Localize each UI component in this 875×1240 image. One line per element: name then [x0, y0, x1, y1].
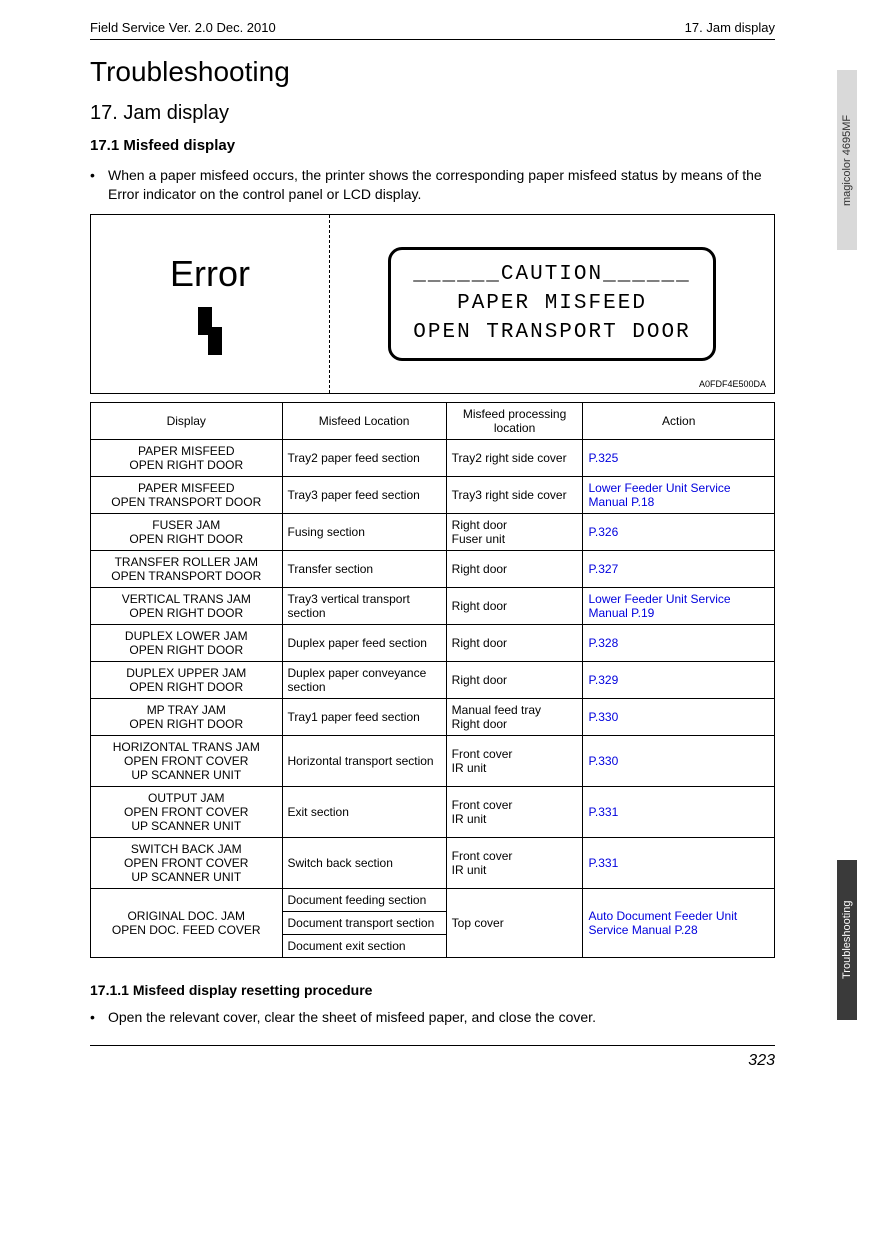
cell-processing: Manual feed trayRight door: [446, 698, 583, 735]
col-display: Display: [91, 402, 283, 439]
table-row: PAPER MISFEEDOPEN TRANSPORT DOORTray3 pa…: [91, 476, 775, 513]
cell-display: FUSER JAMOPEN RIGHT DOOR: [91, 513, 283, 550]
diagram-code: A0FDF4E500DA: [699, 379, 766, 389]
footer-rule: [90, 1045, 775, 1046]
cell-location: Document exit section: [282, 934, 446, 957]
lcd-line-2: PAPER MISFEED: [413, 289, 690, 318]
cell-processing: Front coverIR unit: [446, 735, 583, 786]
cell-display: DUPLEX LOWER JAMOPEN RIGHT DOOR: [91, 624, 283, 661]
cell-processing: Top cover: [446, 888, 583, 957]
error-arrow-icon: [194, 307, 226, 355]
cell-display: TRANSFER ROLLER JAMOPEN TRANSPORT DOOR: [91, 550, 283, 587]
table-row: HORIZONTAL TRANS JAMOPEN FRONT COVERUP S…: [91, 735, 775, 786]
cell-processing: Right door: [446, 587, 583, 624]
cell-action[interactable]: P.330: [583, 735, 775, 786]
reset-text: Open the relevant cover, clear the sheet…: [108, 1008, 775, 1027]
cell-location: Fusing section: [282, 513, 446, 550]
side-tab-section: Troubleshooting: [837, 860, 857, 1020]
cell-processing: Front coverIR unit: [446, 786, 583, 837]
table-row: PAPER MISFEEDOPEN RIGHT DOORTray2 paper …: [91, 439, 775, 476]
lcd-display: ______CAUTION______ PAPER MISFEED OPEN T…: [388, 247, 715, 361]
cell-processing: Right door: [446, 550, 583, 587]
intro-text: When a paper misfeed occurs, the printer…: [108, 166, 775, 204]
misfeed-table: Display Misfeed Location Misfeed process…: [90, 402, 775, 958]
lcd-line-3: OPEN TRANSPORT DOOR: [413, 318, 690, 347]
cell-location: Document feeding section: [282, 888, 446, 911]
cell-action[interactable]: Lower Feeder Unit Service Manual P.19: [583, 587, 775, 624]
cell-display: HORIZONTAL TRANS JAMOPEN FRONT COVERUP S…: [91, 735, 283, 786]
cell-processing: Right doorFuser unit: [446, 513, 583, 550]
cell-action[interactable]: P.328: [583, 624, 775, 661]
table-row: DUPLEX UPPER JAMOPEN RIGHT DOORDuplex pa…: [91, 661, 775, 698]
table-header-row: Display Misfeed Location Misfeed process…: [91, 402, 775, 439]
section-title: 17. Jam display: [90, 102, 775, 125]
error-indicator-panel: Error: [91, 215, 330, 393]
subsection-title: 17.1 Misfeed display: [90, 137, 775, 154]
cell-display: PAPER MISFEEDOPEN RIGHT DOOR: [91, 439, 283, 476]
table-row: MP TRAY JAMOPEN RIGHT DOORTray1 paper fe…: [91, 698, 775, 735]
cell-location: Document transport section: [282, 911, 446, 934]
cell-location: Switch back section: [282, 837, 446, 888]
cell-action[interactable]: Auto Document Feeder Unit Service Manual…: [583, 888, 775, 957]
bullet-icon: •: [90, 1008, 108, 1027]
cell-display: OUTPUT JAMOPEN FRONT COVERUP SCANNER UNI…: [91, 786, 283, 837]
cell-display: PAPER MISFEEDOPEN TRANSPORT DOOR: [91, 476, 283, 513]
cell-display: MP TRAY JAMOPEN RIGHT DOOR: [91, 698, 283, 735]
intro-paragraph: • When a paper misfeed occurs, the print…: [90, 166, 775, 204]
cell-processing: Right door: [446, 661, 583, 698]
lcd-line-1: ______CAUTION______: [413, 260, 690, 289]
page-header: Field Service Ver. 2.0 Dec. 2010 17. Jam…: [90, 20, 775, 40]
cell-processing: Tray2 right side cover: [446, 439, 583, 476]
side-tab-model: magicolor 4695MF: [837, 70, 857, 250]
cell-action[interactable]: P.326: [583, 513, 775, 550]
lcd-panel: ______CAUTION______ PAPER MISFEED OPEN T…: [330, 215, 774, 393]
table-row: DUPLEX LOWER JAMOPEN RIGHT DOORDuplex pa…: [91, 624, 775, 661]
cell-display: VERTICAL TRANS JAMOPEN RIGHT DOOR: [91, 587, 283, 624]
header-left: Field Service Ver. 2.0 Dec. 2010: [90, 20, 276, 35]
cell-display: ORIGINAL DOC. JAMOPEN DOC. FEED COVER: [91, 888, 283, 957]
error-diagram: Error ______CAUTION______ PAPER MISFEED …: [90, 214, 775, 394]
cell-action[interactable]: P.327: [583, 550, 775, 587]
col-action: Action: [583, 402, 775, 439]
cell-location: Duplex paper conveyance section: [282, 661, 446, 698]
page-number: 323: [90, 1052, 775, 1070]
cell-action[interactable]: P.329: [583, 661, 775, 698]
cell-location: Tray1 paper feed section: [282, 698, 446, 735]
cell-location: Exit section: [282, 786, 446, 837]
cell-location: Horizontal transport section: [282, 735, 446, 786]
cell-location: Tray3 paper feed section: [282, 476, 446, 513]
cell-action[interactable]: P.330: [583, 698, 775, 735]
cell-action[interactable]: Lower Feeder Unit Service Manual P.18: [583, 476, 775, 513]
table-row: TRANSFER ROLLER JAMOPEN TRANSPORT DOORTr…: [91, 550, 775, 587]
table-row: ORIGINAL DOC. JAMOPEN DOC. FEED COVERDoc…: [91, 888, 775, 911]
table-row: OUTPUT JAMOPEN FRONT COVERUP SCANNER UNI…: [91, 786, 775, 837]
cell-processing: Front coverIR unit: [446, 837, 583, 888]
cell-action[interactable]: P.331: [583, 837, 775, 888]
cell-display: DUPLEX UPPER JAMOPEN RIGHT DOOR: [91, 661, 283, 698]
cell-action[interactable]: P.325: [583, 439, 775, 476]
page-root: Field Service Ver. 2.0 Dec. 2010 17. Jam…: [0, 0, 875, 1240]
cell-location: Tray2 paper feed section: [282, 439, 446, 476]
table-row: VERTICAL TRANS JAMOPEN RIGHT DOORTray3 v…: [91, 587, 775, 624]
bullet-icon: •: [90, 166, 108, 204]
table-row: FUSER JAMOPEN RIGHT DOORFusing sectionRi…: [91, 513, 775, 550]
subsubsection-title: 17.1.1 Misfeed display resetting procedu…: [90, 982, 775, 998]
cell-location: Duplex paper feed section: [282, 624, 446, 661]
cell-action[interactable]: P.331: [583, 786, 775, 837]
table-row: SWITCH BACK JAMOPEN FRONT COVERUP SCANNE…: [91, 837, 775, 888]
cell-location: Tray3 vertical transport section: [282, 587, 446, 624]
col-processing: Misfeed processing location: [446, 402, 583, 439]
reset-procedure: • Open the relevant cover, clear the she…: [90, 1008, 775, 1027]
cell-processing: Tray3 right side cover: [446, 476, 583, 513]
cell-processing: Right door: [446, 624, 583, 661]
cell-location: Transfer section: [282, 550, 446, 587]
cell-display: SWITCH BACK JAMOPEN FRONT COVERUP SCANNE…: [91, 837, 283, 888]
col-location: Misfeed Location: [282, 402, 446, 439]
error-label: Error: [170, 253, 250, 295]
main-title: Troubleshooting: [90, 56, 775, 88]
header-right: 17. Jam display: [685, 20, 775, 35]
